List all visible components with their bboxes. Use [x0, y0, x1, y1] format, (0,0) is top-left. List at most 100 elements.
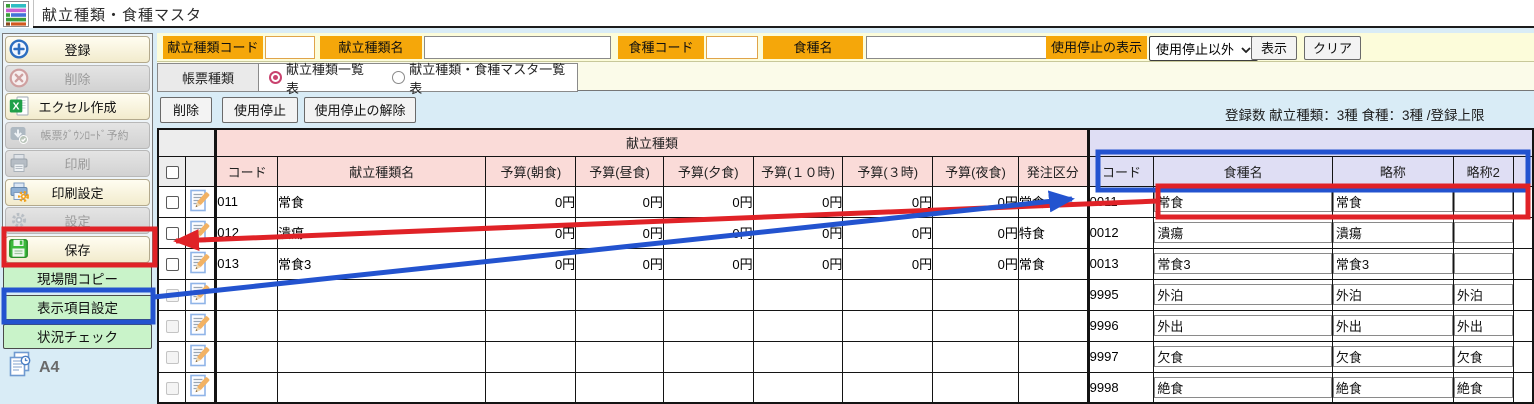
row-edit-cell[interactable] — [185, 309, 217, 342]
edit-row-icon[interactable] — [189, 282, 211, 308]
food-name-input[interactable] — [1154, 376, 1332, 398]
edit-row-icon[interactable] — [189, 313, 211, 339]
budget-cell — [662, 309, 754, 342]
abbr-input[interactable] — [1333, 284, 1453, 305]
status-check-button[interactable]: 状況チェック — [3, 324, 152, 349]
abbr2-input[interactable] — [1454, 253, 1513, 274]
row-edit-cell[interactable] — [185, 247, 217, 280]
row-checkbox-cell — [157, 278, 187, 311]
save-button[interactable]: 保存 — [5, 235, 150, 263]
budget-cell — [842, 278, 934, 311]
suspend-button[interactable]: 使用停止 — [222, 97, 298, 123]
edit-row-icon[interactable] — [189, 220, 211, 246]
food-name-input[interactable] — [1154, 222, 1332, 243]
sidebar-button-label: 印刷設定 — [51, 185, 104, 201]
excel-icon: X — [9, 96, 30, 117]
budget-cell — [662, 371, 754, 404]
budget-cell — [662, 340, 754, 373]
menu-type-name-cell — [277, 371, 487, 404]
abbr-input[interactable] — [1333, 253, 1453, 274]
budget-cell: 0円 — [752, 185, 844, 218]
food-type-code-input[interactable] — [706, 36, 758, 59]
budget-cell: 0円 — [485, 247, 577, 280]
sidebar-button-label: 削除 — [64, 71, 91, 87]
print-settings-button[interactable]: 印刷設定 — [5, 178, 150, 206]
budget-cell — [485, 278, 577, 311]
budget-cell: 0円 — [842, 247, 934, 280]
excel-create-button[interactable]: X エクセル作成 — [5, 93, 150, 120]
extra-cell — [1512, 340, 1534, 373]
register-button[interactable]: 登録 — [5, 36, 150, 63]
menu-type-code-cell: 011 — [214, 185, 279, 218]
row-edit-cell[interactable] — [185, 371, 217, 404]
radio-icon[interactable] — [269, 71, 282, 84]
row-checkbox[interactable] — [165, 196, 179, 210]
remove-circle-icon — [9, 68, 30, 89]
radio-icon[interactable] — [392, 71, 406, 84]
radio-menu-food-master-list[interactable]: 献立種類・食種マスタ一覧表 — [392, 59, 577, 97]
document-schedule-icon — [8, 351, 32, 384]
abbr2-input-cell — [1452, 340, 1514, 373]
food-name-input[interactable] — [1154, 284, 1332, 305]
food-name-input[interactable] — [1154, 346, 1332, 367]
abbr-input[interactable] — [1333, 376, 1453, 398]
show-button[interactable]: 表示 — [1251, 36, 1297, 60]
settings-button: 設定 — [5, 207, 150, 234]
display-item-settings-button[interactable]: 表示項目設定 — [3, 295, 152, 320]
row-checkbox[interactable] — [165, 258, 179, 272]
suspended-filter-select[interactable]: 使用停止以外 — [1149, 36, 1258, 61]
column-header-left: 予算(３時) — [842, 155, 934, 187]
edit-row-icon[interactable] — [189, 251, 211, 277]
food-name-input[interactable] — [1154, 315, 1332, 336]
food-name-input[interactable] — [1154, 253, 1332, 274]
select-all-cell — [157, 155, 187, 187]
abbr-input[interactable] — [1333, 315, 1453, 336]
group-header-menu-type: 献立種類 — [214, 128, 1089, 157]
budget-cell — [932, 371, 1019, 404]
food-type-name-input[interactable] — [866, 36, 1051, 59]
row-edit-cell[interactable] — [185, 216, 217, 249]
budget-cell — [575, 278, 664, 311]
row-edit-cell[interactable] — [185, 185, 217, 218]
menu-type-name-input[interactable] — [424, 36, 611, 59]
clear-button[interactable]: クリア — [1304, 36, 1361, 60]
budget-cell — [752, 340, 844, 373]
select-all-checkbox[interactable] — [165, 165, 179, 179]
abbr-input[interactable] — [1333, 346, 1453, 367]
column-header-left: 予算(１０時) — [752, 155, 844, 187]
menu-type-code-cell — [214, 340, 279, 373]
abbr2-input[interactable] — [1454, 315, 1513, 336]
row-checkbox[interactable] — [165, 227, 179, 241]
edit-row-icon[interactable] — [189, 189, 211, 215]
abbr2-input[interactable] — [1454, 191, 1513, 212]
menu-type-name-cell — [277, 278, 487, 311]
row-checkbox — [165, 320, 179, 334]
food-type-code-cell: 0013 — [1086, 247, 1155, 280]
abbr-input[interactable] — [1333, 191, 1453, 212]
food-type-name-label: 食種名 — [763, 36, 863, 59]
menu-type-code-input[interactable] — [265, 36, 315, 59]
row-edit-cell[interactable] — [185, 278, 217, 311]
abbr2-input[interactable] — [1454, 376, 1513, 398]
abbr2-input[interactable] — [1454, 222, 1513, 243]
row-edit-cell[interactable] — [185, 340, 217, 373]
food-name-input-cell — [1153, 309, 1333, 342]
menu-type-name-cell — [277, 309, 487, 342]
report-type-label: 帳票種類 — [158, 64, 259, 91]
abbr-input[interactable] — [1333, 222, 1453, 243]
menu-type-name-cell: 潰瘍 — [277, 216, 487, 249]
edit-row-icon[interactable] — [189, 344, 211, 370]
budget-cell: 0円 — [662, 216, 754, 249]
budget-cell — [842, 309, 934, 342]
menu-type-code-cell: 012 — [214, 216, 279, 249]
radio-menu-type-list[interactable]: 献立種類一覧表 — [269, 59, 376, 97]
site-copy-button[interactable]: 現場間コピー — [3, 266, 152, 291]
unsuspend-button[interactable]: 使用停止の解除 — [304, 97, 416, 123]
food-name-input[interactable] — [1154, 191, 1332, 212]
edit-row-icon[interactable] — [189, 374, 211, 400]
grid-delete-button[interactable]: 削除 — [160, 97, 212, 123]
abbr2-input[interactable] — [1454, 284, 1513, 305]
abbr2-input-cell — [1452, 247, 1514, 280]
abbr2-input[interactable] — [1454, 346, 1513, 367]
budget-cell: 0円 — [752, 247, 844, 280]
